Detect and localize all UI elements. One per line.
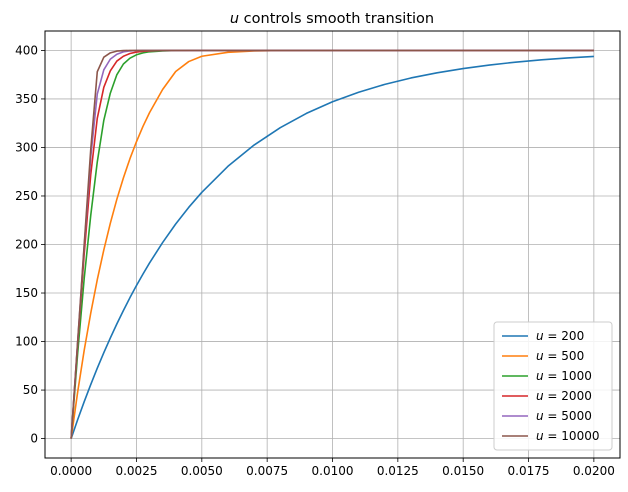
legend: u = 200 u = 500 u = 1000 u = 2000 u = 5000 u … [493,321,613,451]
y-tick-label: 150 [15,286,38,300]
legend-label: u = 500 [536,349,584,363]
x-tick-label: 0.0100 [312,464,354,478]
legend-box [493,321,613,451]
x-tick-label: 0.0200 [573,464,615,478]
series-line-200 [70,55,594,439]
legend-label: u = 2000 [536,389,592,403]
x-tick-label: 0.0125 [377,464,419,478]
x-tick-label: 0.0025 [115,464,157,478]
y-axis-ticks: 0 50 100 150 200 250 300 350 400 [15,43,45,446]
x-tick-label: 0.0050 [181,464,223,478]
legend-label: u = 200 [536,329,584,343]
chart-title-variable: u [230,11,239,27]
x-tick-label: 0.0150 [442,464,484,478]
y-tick-label: 200 [15,238,38,252]
x-tick-label: 0.0175 [508,464,550,478]
x-axis-ticks: 0.0000 0.0025 0.0050 0.0075 0.0100 0.0125 0.01… [50,458,615,478]
chart-title: u controls smooth transition [230,11,434,27]
legend-label: u = 10000 [536,429,599,443]
chart-title-text: controls smooth transition [239,11,434,27]
y-tick-label: 50 [23,383,38,397]
y-tick-label: 300 [15,140,38,154]
x-tick-label: 0.0000 [50,464,92,478]
legend-label: u = 1000 [536,369,592,383]
y-tick-label: 400 [15,43,38,57]
y-tick-label: 250 [15,189,38,203]
x-tick-label: 0.0075 [246,464,288,478]
series-lines [70,49,594,439]
legend-label: u = 5000 [536,409,592,423]
y-tick-label: 100 [15,335,38,349]
series-line-10000 [70,49,594,439]
y-tick-label: 0 [30,432,38,446]
y-tick-label: 350 [15,92,38,106]
